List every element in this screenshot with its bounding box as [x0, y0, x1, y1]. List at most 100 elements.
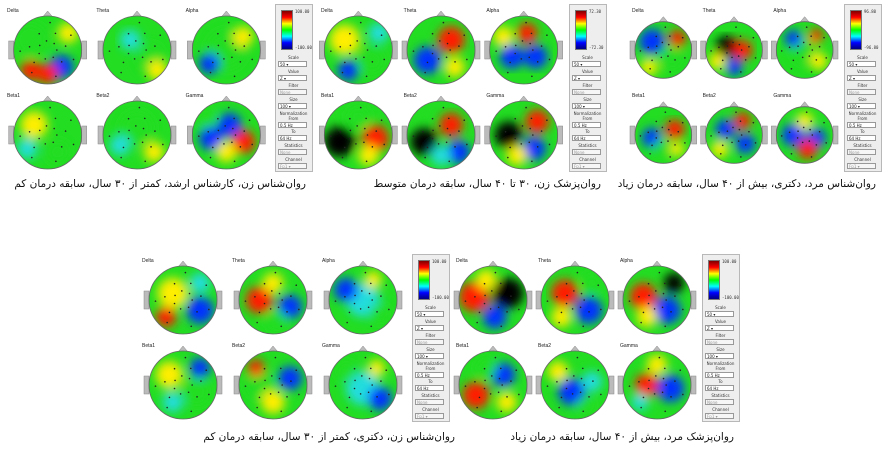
to-field[interactable]: 64 Hz [847, 135, 876, 141]
electrode-dot [815, 144, 818, 146]
size-select[interactable]: 100 ▾ [705, 353, 734, 359]
statistics-select[interactable]: None [572, 149, 601, 155]
electrode-dot [446, 42, 449, 45]
statistics-select[interactable]: None [415, 399, 444, 405]
electrode-dot [366, 134, 369, 136]
head-map-theta [401, 10, 481, 85]
value-select[interactable]: Z ▾ [278, 75, 307, 81]
electrode-dot [478, 396, 481, 399]
from-field[interactable]: 0.5 Hz [572, 122, 601, 128]
electrode-dot [532, 49, 534, 51]
electrode-dot [484, 294, 486, 297]
electrode-dot [499, 282, 502, 285]
electrode-dot [655, 375, 657, 377]
from-field[interactable]: 0.5 Hz [705, 372, 734, 378]
scale-select[interactable]: 50 ▾ [278, 61, 307, 67]
scale-label: Scale [582, 55, 593, 60]
electrode-dot [254, 295, 256, 298]
map-label: Theta [404, 8, 417, 14]
scale-select[interactable]: 50 ▾ [415, 311, 444, 317]
electrode-dot [28, 45, 31, 48]
statistics-select[interactable]: None [278, 149, 307, 155]
electrode-dot [426, 146, 429, 149]
to-field[interactable]: 64 Hz [415, 385, 444, 391]
filter-select[interactable]: None [415, 339, 444, 345]
statistics-select[interactable]: None [705, 399, 734, 405]
map-label: Theta [538, 258, 551, 264]
value-label: Value [582, 69, 593, 74]
ear-shape [535, 290, 542, 310]
to-field[interactable]: 64 Hz [572, 135, 601, 141]
electrode-dot [348, 396, 351, 399]
value-select[interactable]: Z ▾ [705, 325, 734, 331]
electrode-dot [588, 311, 590, 313]
channel-select[interactable]: Fp1 ▾ [278, 163, 307, 169]
to-field[interactable]: 64 Hz [705, 385, 734, 391]
electrode-dot [476, 406, 478, 409]
electrode-dot [439, 125, 441, 127]
scale-select[interactable]: 50 ▾ [572, 61, 601, 67]
activity-blob [446, 140, 470, 164]
electrode-dot [184, 356, 187, 359]
statistics-label: Statistics [578, 143, 597, 148]
channel-select[interactable]: Fp1 ▾ [705, 413, 734, 419]
size-select[interactable]: 100 ▾ [847, 103, 876, 109]
activity-blob [496, 391, 517, 413]
electrode-dot [361, 290, 363, 292]
value-select[interactable]: Z ▾ [415, 325, 444, 331]
channel-select[interactable]: Fp1 ▾ [415, 413, 444, 419]
electrode-dot [145, 49, 147, 51]
electrode-dot [661, 126, 664, 129]
from-field[interactable]: 0.5 Hz [278, 122, 307, 128]
electrode-dot [205, 369, 208, 372]
electrode-dot [540, 130, 543, 132]
electrode-dot [528, 141, 531, 144]
scale-select[interactable]: 50 ▾ [705, 311, 734, 317]
electrode-dot [196, 396, 198, 398]
size-select[interactable]: 100 ▾ [278, 103, 307, 109]
to-field[interactable]: 64 Hz [278, 135, 307, 141]
head-map-beta2 [233, 345, 313, 420]
size-select[interactable]: 100 ▾ [572, 103, 601, 109]
electrode-dot [628, 385, 631, 387]
electrode-dot [682, 308, 684, 311]
filter-label: Filter [715, 333, 726, 338]
ear-shape [323, 290, 330, 310]
activity-blob [491, 362, 516, 387]
electrode-dot [190, 410, 193, 413]
electrode-dot [54, 32, 57, 35]
electrode-dot [655, 120, 658, 123]
electrode-dot [667, 43, 670, 46]
topomap-panel-5: Delta Theta Alpha Beta1 Beta2 Gamma 100.00 -100… [452, 254, 740, 424]
electrode-dot [56, 134, 58, 136]
from-field[interactable]: 0.5 Hz [415, 372, 444, 378]
electrode-dot [448, 160, 451, 163]
caption-panel-1: روان‌شناس زن، کارشناس ارشد، کمتر از ۳۰ س… [14, 178, 306, 190]
statistics-select[interactable]: None [847, 149, 876, 155]
size-select[interactable]: 100 ▾ [415, 353, 444, 359]
electrode-dot [655, 137, 658, 139]
filter-select[interactable]: None [705, 339, 734, 345]
activity-blob [547, 361, 569, 382]
electrode-dot [744, 144, 747, 146]
electrode-dot [188, 377, 191, 380]
filter-select[interactable]: None [847, 89, 876, 95]
activity-blob [646, 354, 668, 375]
electrode-dot [664, 410, 667, 413]
activity-blob [734, 112, 751, 130]
map-label: Alpha [186, 8, 199, 14]
electrode-dot [810, 35, 812, 37]
scale-select[interactable]: 50 ▾ [847, 61, 876, 67]
filter-select[interactable]: None [278, 89, 307, 95]
size-label: Size [289, 97, 298, 102]
electrode-dot [726, 137, 728, 139]
value-select[interactable]: Z ▾ [572, 75, 601, 81]
channel-select[interactable]: Fp1 ▾ [847, 163, 876, 169]
filter-select[interactable]: None [572, 89, 601, 95]
channel-select[interactable]: Fp1 ▾ [572, 163, 601, 169]
from-field[interactable]: 0.5 Hz [847, 122, 876, 128]
electrode-dot [674, 144, 676, 146]
electrode-dot [458, 130, 460, 132]
value-select[interactable]: Z ▾ [847, 75, 876, 81]
electrode-dot [162, 58, 164, 61]
